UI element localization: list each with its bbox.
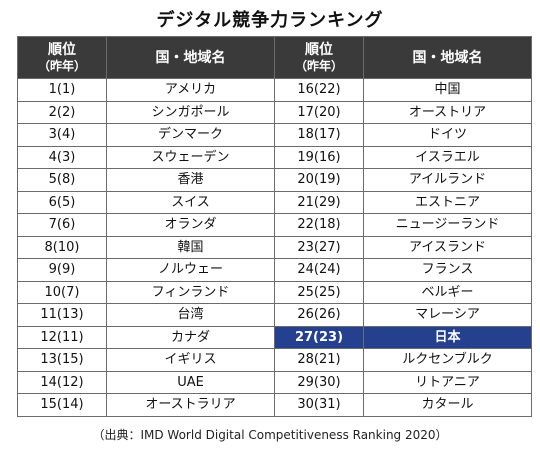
country-cell: 中国: [363, 78, 532, 102]
country-cell: スイス: [106, 190, 275, 214]
rank-cell: 19(16): [274, 145, 364, 169]
rank-cell: 23(27): [274, 235, 364, 259]
source-note: （出典：IMD World Digital Competitiveness Ra…: [92, 428, 448, 442]
country-cell: イギリス: [106, 348, 275, 372]
rank-cell: 12(11): [17, 325, 107, 349]
country-cell: オーストリア: [363, 100, 532, 124]
rank-cell: 29(30): [274, 370, 364, 394]
rank-cell: 26(26): [274, 303, 364, 327]
country-cell: 日本: [363, 325, 532, 349]
rank-header-sub: （昨年）: [37, 58, 86, 73]
country-cell: カタール: [363, 393, 532, 417]
rank-cell: 7(6): [17, 213, 107, 237]
rank-cell: 27(23): [274, 325, 364, 349]
country-cell: ドイツ: [363, 123, 532, 147]
rank-cell: 10(7): [17, 280, 107, 304]
country-cell: アイルランド: [363, 168, 532, 192]
country-cell: マレーシア: [363, 303, 532, 327]
country-cell: 韓国: [106, 235, 275, 259]
country-cell: ベルギー: [363, 280, 532, 304]
rank-header-right: 順位 （昨年）: [274, 36, 364, 79]
country-cell: エストニア: [363, 190, 532, 214]
rank-cell: 28(21): [274, 348, 364, 372]
country-cell: リトアニア: [363, 370, 532, 394]
table-row: 4(3) スウェーデン 19(16) イスラエル: [17, 145, 532, 169]
table-header-row: 順位 （昨年） 国・地域名 順位 （昨年） 国・地域名: [17, 36, 532, 79]
table-row: 10(7) フィンランド 25(25) ベルギー: [17, 280, 532, 304]
country-cell: ニュージーランド: [363, 213, 532, 237]
table-row: 1(1) アメリカ 16(22) 中国: [17, 78, 532, 102]
rank-cell: 16(22): [274, 78, 364, 102]
rank-header-label: 順位: [48, 41, 76, 58]
rank-header-sub: （昨年）: [294, 58, 343, 73]
chart-title: デジタル競争力ランキング: [156, 10, 384, 31]
rank-cell: 15(14): [17, 393, 107, 417]
country-cell: アメリカ: [106, 78, 275, 102]
rank-cell: 8(10): [17, 235, 107, 259]
rank-cell: 13(15): [17, 348, 107, 372]
table-row: 6(5) スイス 21(29) エストニア: [17, 190, 532, 214]
ranking-table-body: 1(1) アメリカ 16(22) 中国 2(2) シンガポール 17(20) オーストリア 3(…: [17, 78, 532, 417]
table-row: 14(12) UAE 29(30) リトアニア: [17, 370, 532, 394]
rank-cell: 30(31): [274, 393, 364, 417]
rank-cell: 24(24): [274, 258, 364, 282]
country-cell: 台湾: [106, 303, 275, 327]
table-row: 8(10) 韓国 23(27) アイスランド: [17, 235, 532, 259]
country-cell: シンガポール: [106, 100, 275, 124]
country-cell: ルクセンブルク: [363, 348, 532, 372]
rank-cell: 22(18): [274, 213, 364, 237]
rank-cell: 4(3): [17, 145, 107, 169]
country-cell: デンマーク: [106, 123, 275, 147]
table-row: 5(8) 香港 20(19) アイルランド: [17, 168, 532, 192]
country-cell: イスラエル: [363, 145, 532, 169]
rank-cell: 17(20): [274, 100, 364, 124]
country-cell: カナダ: [106, 325, 275, 349]
rank-cell: 11(13): [17, 303, 107, 327]
table-row: 11(13) 台湾 26(26) マレーシア: [17, 303, 532, 327]
rank-header-label: 順位: [305, 41, 333, 58]
country-cell: UAE: [106, 370, 275, 394]
rank-cell: 5(8): [17, 168, 107, 192]
table-row: 7(6) オランダ 22(18) ニュージーランド: [17, 213, 532, 237]
country-cell: 香港: [106, 168, 275, 192]
country-cell: オランダ: [106, 213, 275, 237]
country-cell: オーストラリア: [106, 393, 275, 417]
rank-cell: 20(19): [274, 168, 364, 192]
name-header-left: 国・地域名: [106, 36, 275, 79]
rank-cell: 9(9): [17, 258, 107, 282]
rank-cell: 3(4): [17, 123, 107, 147]
country-cell: ノルウェー: [106, 258, 275, 282]
country-cell: スウェーデン: [106, 145, 275, 169]
name-header-right: 国・地域名: [363, 36, 532, 79]
rank-cell: 18(17): [274, 123, 364, 147]
country-cell: フィンランド: [106, 280, 275, 304]
rank-cell: 25(25): [274, 280, 364, 304]
table-row: 15(14) オーストラリア 30(31) カタール: [17, 393, 532, 417]
table-row: 12(11) カナダ 27(23) 日本: [17, 325, 532, 349]
rank-cell: 2(2): [17, 100, 107, 124]
rank-cell: 14(12): [17, 370, 107, 394]
ranking-table: 順位 （昨年） 国・地域名 順位 （昨年） 国・地域名 1(1) アメリカ 16(2…: [17, 36, 532, 417]
rank-cell: 6(5): [17, 190, 107, 214]
country-cell: フランス: [363, 258, 532, 282]
table-row: 2(2) シンガポール 17(20) オーストリア: [17, 100, 532, 124]
rank-header-left: 順位 （昨年）: [17, 36, 107, 79]
rank-cell: 1(1): [17, 78, 107, 102]
country-cell: アイスランド: [363, 235, 532, 259]
table-row: 9(9) ノルウェー 24(24) フランス: [17, 258, 532, 282]
rank-cell: 21(29): [274, 190, 364, 214]
table-row: 13(15) イギリス 28(21) ルクセンブルク: [17, 348, 532, 372]
table-row: 3(4) デンマーク 18(17) ドイツ: [17, 123, 532, 147]
